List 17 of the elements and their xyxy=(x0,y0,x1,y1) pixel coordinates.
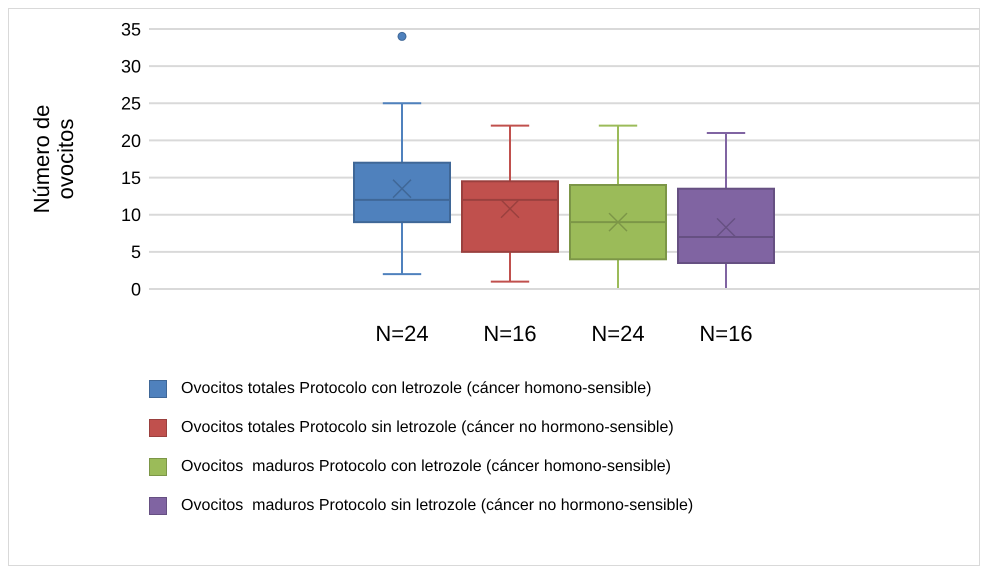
y-tick-label: 0 xyxy=(130,279,141,300)
text: N=24 xyxy=(374,321,430,347)
legend-label: Ovocitos maduros Protocolo con letrozole (cáncer homono-sensible) xyxy=(181,458,672,476)
y-tick-label: 35 xyxy=(120,19,141,40)
text: N=16 xyxy=(482,321,538,347)
y-tick-label: 25 xyxy=(120,94,141,114)
legend-label: Ovocitos totales Protocolo sin letrozole (cáncer no hormono-sensible) xyxy=(181,418,674,436)
text: N=16 xyxy=(698,321,754,347)
legend-label: Ovocitos totales Protocolo con letrozole (cáncer homono-sensible) xyxy=(181,380,652,398)
text: N=24 xyxy=(590,321,646,347)
legend-label: Ovocitos maduros Protocolo sin letrozole (cáncer no hormono-sensible) xyxy=(181,496,694,514)
y-tick-label: 5 xyxy=(130,242,141,262)
y-tick-label: 30 xyxy=(120,56,141,77)
y-tick-label: 20 xyxy=(120,130,141,151)
y-tick-label: 15 xyxy=(120,168,141,188)
y-axis-title: Número de ovocitos xyxy=(29,104,78,216)
y-tick-label: 10 xyxy=(120,205,141,226)
